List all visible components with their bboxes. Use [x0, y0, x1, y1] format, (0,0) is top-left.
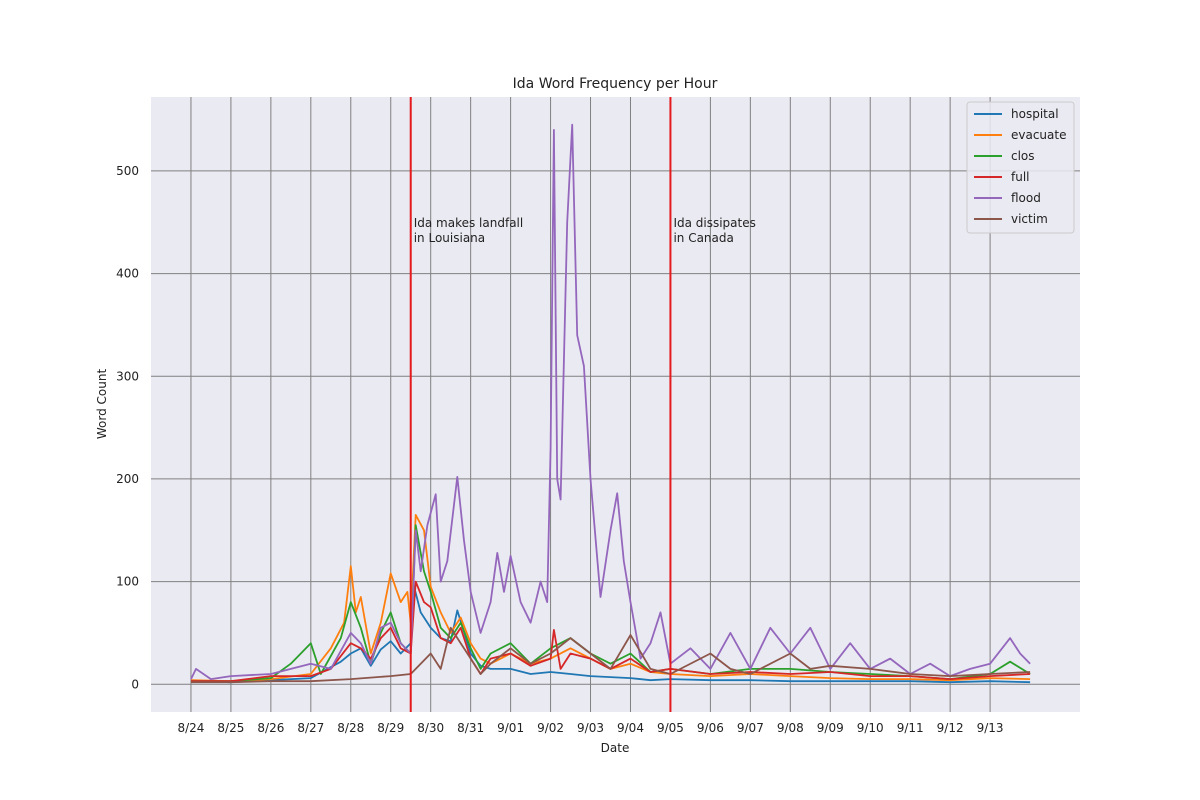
x-tick-label: 8/26: [257, 721, 284, 735]
x-tick-labels: 8/24 8/25 8/26 8/27 8/28 8/29 8/30 8/31 9/01 9/02…: [177, 721, 1003, 735]
y-tick-label: 300: [116, 369, 139, 383]
x-tick-label: 9/10: [857, 721, 884, 735]
x-tick-label: 9/13: [977, 721, 1004, 735]
series-layer: [190, 123, 1031, 684]
x-tick-label: 9/12: [937, 721, 964, 735]
y-tick-label: 200: [116, 472, 139, 486]
legend-label-hospital: hospital: [1011, 107, 1059, 121]
event-annotation-2: in Canada: [673, 231, 733, 245]
legend-label-victim: victim: [1011, 212, 1048, 226]
series-line-victim: [191, 626, 1031, 684]
x-tick-label: 8/27: [297, 721, 324, 735]
y-tick-label: 400: [116, 267, 139, 281]
x-tick-label: 8/25: [217, 721, 244, 735]
series-line-flood: [190, 123, 1031, 680]
y-tick-label: 0: [131, 677, 139, 691]
chart-title: Ida Word Frequency per Hour: [513, 76, 718, 92]
x-tick-label: 9/09: [817, 721, 844, 735]
x-tick-label: 9/08: [777, 721, 804, 735]
x-axis-title: Date: [601, 741, 630, 755]
legend: hospital evacuate clos full flood victim: [966, 101, 1075, 234]
series-line-clos: [191, 524, 1031, 683]
y-tick-labels: 0 100 200 300 400 500: [116, 164, 139, 691]
legend-label-flood: flood: [1011, 191, 1041, 205]
event-annotation-2: Ida dissipates: [673, 216, 755, 230]
legend-label-full: full: [1011, 170, 1030, 184]
y-tick-label: 500: [116, 164, 139, 178]
x-tick-label: 9/05: [657, 721, 684, 735]
x-tick-label: 9/03: [577, 721, 604, 735]
x-tick-label: 9/06: [697, 721, 724, 735]
y-axis-title: Word Count: [95, 369, 109, 440]
x-tick-label: 9/07: [737, 721, 764, 735]
x-tick-label: 9/01: [497, 721, 524, 735]
legend-label-clos: clos: [1011, 149, 1035, 163]
x-tick-label: 8/30: [417, 721, 444, 735]
event-annotation-1: Ida makes landfall: [414, 216, 524, 230]
x-tick-label: 8/24: [177, 721, 204, 735]
x-tick-label: 8/29: [377, 721, 404, 735]
series-line-evacuate: [190, 514, 1031, 683]
x-tick-label: 9/02: [537, 721, 564, 735]
y-tick-label: 100: [116, 575, 139, 589]
series-line-hospital: [190, 585, 1031, 684]
x-tick-label: 9/04: [617, 721, 644, 735]
event-annotation-1: in Louisiana: [414, 231, 485, 245]
legend-label-evacuate: evacuate: [1011, 128, 1066, 142]
x-tick-label: 8/31: [457, 721, 484, 735]
x-tick-label: 8/28: [337, 721, 364, 735]
x-tick-label: 9/11: [897, 721, 924, 735]
plot-background: [151, 97, 1080, 712]
